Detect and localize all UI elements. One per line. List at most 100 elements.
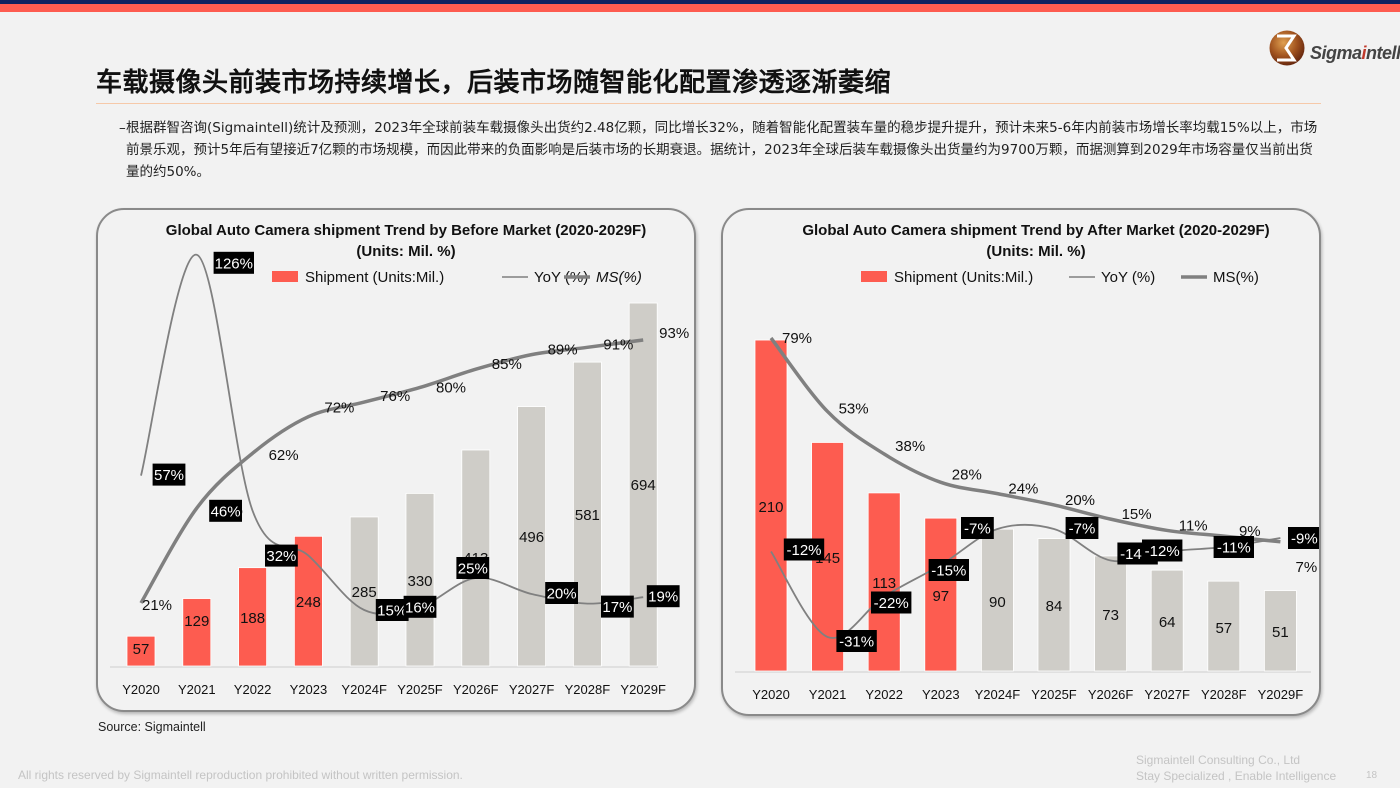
x-tick-label: Y2029F: [620, 682, 666, 697]
ms-line: [139, 338, 644, 604]
yoy-data-label: -12%: [786, 542, 821, 559]
bullet-dash: –: [119, 120, 126, 136]
bar-value-label: 330: [407, 573, 432, 590]
bar-value-label: 248: [296, 594, 321, 611]
ms-data-label: 76%: [380, 388, 410, 405]
bar-value-label: 73: [1102, 607, 1119, 624]
chart-subtitle: (Units: Mil. %): [356, 243, 455, 260]
yoy-data-label-box: [871, 591, 912, 614]
yoy-data-label-box: [152, 463, 186, 486]
bar-value-label: 188: [240, 610, 265, 627]
x-tick-label: Y2020: [122, 682, 160, 697]
yoy-data-label-box: [783, 538, 825, 561]
ms-data-label: 93%: [659, 325, 689, 342]
ms-data-label: 38%: [895, 438, 925, 455]
bar-Y2023: [924, 517, 958, 672]
chart-title: Global Auto Camera shipment Trend by Bef…: [166, 222, 646, 239]
ms-data-label: 80%: [436, 379, 466, 396]
yoy-data-label-box: [646, 585, 680, 608]
ms-data-label: 7%: [1296, 559, 1318, 576]
after-market-chart: Global Auto Camera shipment Trend by Aft…: [735, 222, 1321, 702]
bar-Y2021: [182, 598, 212, 667]
bar-value-label: 64: [1159, 614, 1176, 631]
bar-Y2024F: [980, 528, 1014, 672]
yoy-data-label: -11%: [1217, 540, 1251, 557]
legend-swatch-shipment: [861, 271, 887, 282]
before-market-chart: Global Auto Camera shipment Trend by Bef…: [110, 222, 689, 697]
ms-data-label: 53%: [839, 401, 869, 418]
yoy-data-label: -31%: [839, 634, 874, 651]
summary-text: 根据群智咨询(Sigmaintell)统计及预测，2023年全球前装车载摄像头出…: [126, 120, 1318, 180]
yoy-data-label: 57%: [154, 467, 184, 484]
ms-data-label: 91%: [603, 336, 633, 353]
summary-paragraph: – 根据群智咨询(Sigmaintell)统计及预测，2023年全球前装车载摄像…: [96, 117, 1326, 183]
yoy-data-label: -15%: [931, 563, 966, 580]
footer-company: Sigmaintell Consulting Co., Ltd Stay Spe…: [1136, 752, 1336, 784]
yoy-data-label: 19%: [648, 589, 678, 606]
top-accent-bar-navy: [0, 0, 1400, 4]
chart-subtitle: (Units: Mil. %): [986, 243, 1085, 260]
bar-Y2028F: [572, 361, 602, 667]
x-tick-label: Y2024F: [975, 687, 1021, 702]
ms-line: [769, 336, 1281, 544]
chart-title: Global Auto Camera shipment Trend by Aft…: [802, 222, 1269, 239]
yoy-data-label-box: [928, 559, 969, 581]
yoy-data-label: -7%: [964, 521, 991, 538]
ms-data-label: 85%: [492, 356, 522, 373]
bar-Y2022: [238, 567, 268, 667]
ms-data-label: 15%: [1122, 506, 1152, 523]
bar-value-label: 210: [758, 499, 783, 516]
ms-data-label: 28%: [952, 466, 982, 483]
before-market-chart-panel: Global Auto Camera shipment Trend by Bef…: [96, 208, 696, 712]
top-accent-bar-red: [0, 4, 1400, 12]
yoy-data-label: 16%: [405, 599, 435, 616]
x-tick-label: Y2027F: [1144, 687, 1190, 702]
ms-data-label: 21%: [142, 597, 172, 614]
ms-data-label: 9%: [1239, 523, 1261, 540]
ms-data-label: 72%: [324, 400, 354, 417]
bar-value-label: 129: [184, 613, 209, 630]
source-note: Source: Sigmaintell: [98, 720, 206, 734]
yoy-data-label: 32%: [266, 548, 296, 565]
bar-value-label: 581: [575, 507, 600, 524]
bar-value-label: 113: [872, 575, 896, 592]
legend-label-shipment: Shipment (Units:Mil.): [894, 269, 1033, 286]
yoy-data-label-box: [545, 582, 578, 604]
bar-Y2024F: [349, 516, 379, 667]
x-tick-label: Y2026F: [1088, 687, 1134, 702]
yoy-data-label-box: [265, 544, 298, 567]
yoy-data-label-box: [1065, 517, 1099, 539]
yoy-data-label-box: [1288, 527, 1321, 549]
yoy-data-label: -12%: [1145, 543, 1180, 560]
footer-slogan: Stay Specialized , Enable Intelligence: [1136, 769, 1337, 783]
ms-data-label: 24%: [1008, 481, 1038, 498]
yoy-data-label-box: [961, 517, 994, 539]
x-tick-label: Y2028F: [565, 682, 611, 697]
x-tick-label: Y2025F: [397, 682, 443, 697]
x-tick-label: Y2023: [922, 687, 960, 702]
bar-Y2025F: [405, 493, 435, 667]
bar-Y2023: [293, 535, 323, 667]
footer-rights: All rights reserved by Sigmaintell repro…: [18, 768, 463, 782]
bar-value-label: 57: [1215, 620, 1232, 637]
yoy-data-label-box: [403, 595, 437, 618]
yoy-data-label: 15%: [377, 603, 407, 620]
bar-value-label: 51: [1272, 624, 1289, 641]
ms-data-label: 89%: [548, 342, 578, 359]
bar-value-label: 496: [519, 529, 544, 546]
x-tick-label: Y2029F: [1258, 687, 1304, 702]
yoy-data-label-box: [1142, 539, 1183, 562]
bar-Y2029F: [1264, 590, 1297, 672]
bar-value-label: 84: [1046, 598, 1063, 615]
x-tick-label: Y2021: [178, 682, 216, 697]
yoy-line: [140, 253, 644, 616]
yoy-data-label-box: [601, 595, 634, 618]
x-tick-label: Y2020: [752, 687, 790, 702]
yoy-data-label: -22%: [874, 595, 909, 612]
bar-Y2027F: [517, 406, 547, 667]
yoy-data-label: 46%: [211, 503, 241, 520]
x-tick-label: Y2023: [290, 682, 328, 697]
yoy-data-label-box: [213, 251, 254, 274]
yoy-data-label: -9%: [1291, 531, 1318, 548]
yoy-data-label-box: [209, 499, 242, 522]
